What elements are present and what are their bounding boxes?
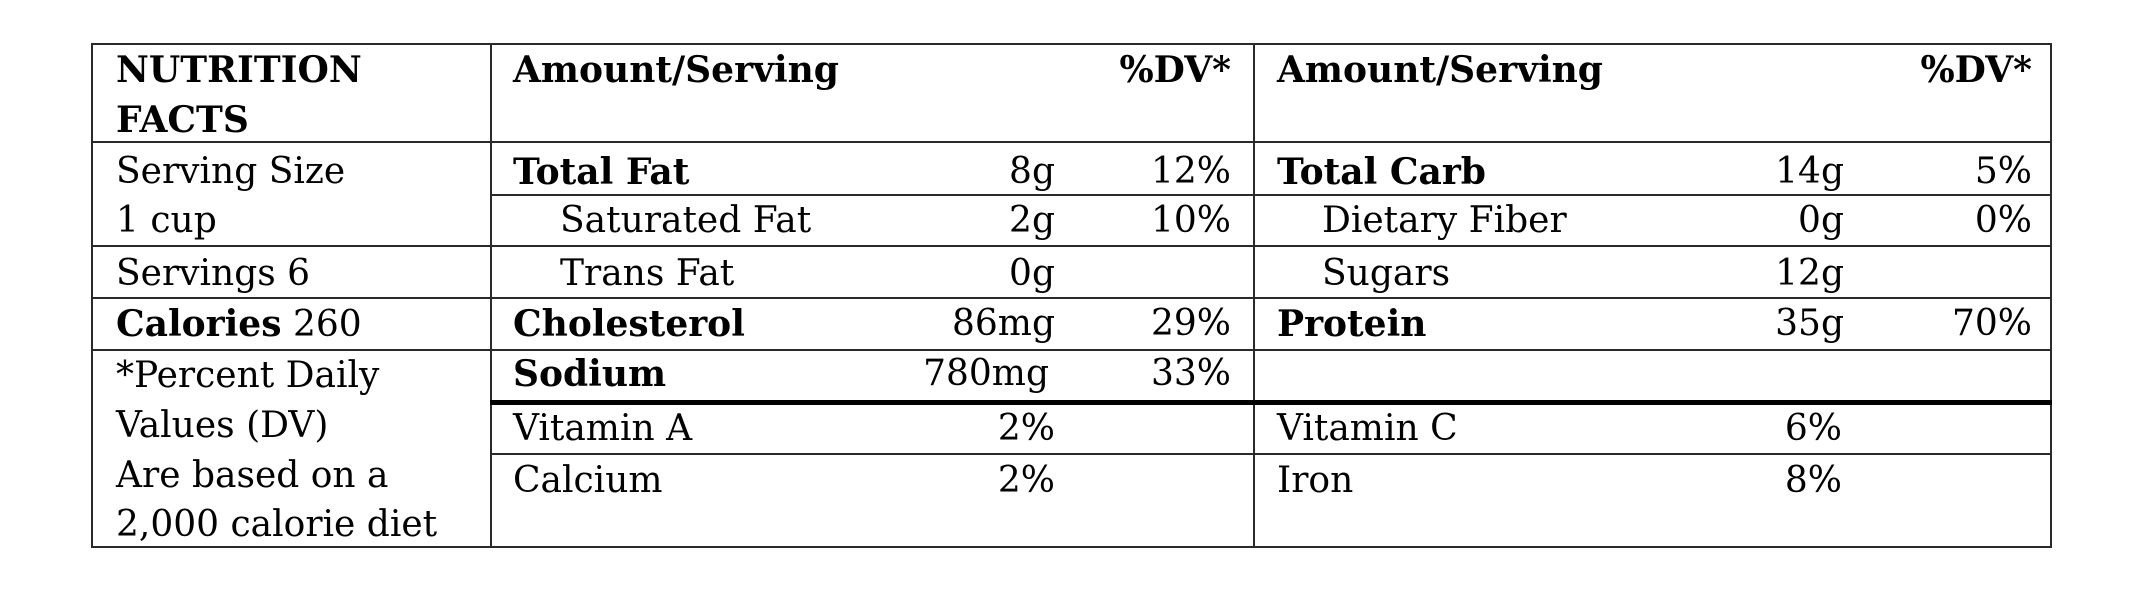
- nutrient-sugars: Sugars: [1322, 253, 1451, 294]
- nutrient-cholesterol: Cholesterol: [513, 303, 745, 345]
- row-divider-left-header: [91, 141, 491, 143]
- dietary-fiber-dv: 0%: [1974, 200, 2032, 241]
- dv-header-2: %DV*: [1920, 49, 2032, 91]
- iron-value: 8%: [1784, 460, 1842, 501]
- row-divider-1: [490, 194, 2052, 196]
- title-line-2: FACTS: [116, 99, 249, 141]
- row-divider-left-servings: [91, 297, 491, 299]
- nutrient-protein: Protein: [1277, 303, 1427, 345]
- footnote-line-4: 2,000 calorie diet: [116, 504, 438, 545]
- nutrient-total-carb: Total Carb: [1277, 151, 1486, 193]
- calories-value: 260: [292, 304, 362, 345]
- nutrition-facts-table: [91, 43, 2052, 548]
- protein-amount: 35g: [1775, 303, 1844, 344]
- vitamin-a-label: Vitamin A: [513, 408, 693, 449]
- total-fat-amount: 8g: [1009, 151, 1055, 192]
- row-divider-2: [490, 245, 2052, 247]
- trans-fat-amount: 0g: [1009, 253, 1055, 294]
- vitamin-c-value: 6%: [1784, 408, 1842, 449]
- cholesterol-dv: 29%: [1150, 303, 1231, 344]
- row-divider-vitamins: [490, 453, 2052, 455]
- total-fat-dv: 12%: [1150, 151, 1231, 192]
- amount-serving-header-1: Amount/Serving: [513, 49, 839, 91]
- nutrient-trans-fat: Trans Fat: [560, 253, 735, 294]
- calories-label: Calories: [116, 303, 282, 345]
- vitamin-separator: [490, 400, 2052, 405]
- footnote-line-3: Are based on a: [116, 455, 389, 496]
- calories: Calories 260: [116, 299, 362, 350]
- serving-size-value: 1 cup: [116, 200, 217, 241]
- nutrient-total-fat: Total Fat: [513, 151, 690, 193]
- column-divider-2: [1253, 43, 1255, 548]
- sodium-dv: 33%: [1150, 353, 1231, 394]
- title-line-1: NUTRITION: [116, 49, 362, 91]
- row-divider-header: [490, 141, 2052, 143]
- row-divider-left-calories: [91, 349, 491, 351]
- serving-size-label: Serving Size: [116, 151, 346, 192]
- row-divider-left-serving-size: [91, 245, 491, 247]
- calcium-value: 2%: [997, 460, 1055, 501]
- iron-label: Iron: [1277, 460, 1354, 501]
- nutrient-saturated-fat: Saturated Fat: [560, 200, 812, 241]
- calcium-label: Calcium: [513, 460, 663, 501]
- dv-header-1: %DV*: [1119, 49, 1231, 91]
- sodium-amount: 780mg: [923, 353, 1049, 394]
- footnote-line-2: Values (DV): [116, 405, 329, 446]
- saturated-fat-dv: 10%: [1150, 200, 1231, 241]
- row-divider-4: [490, 349, 2052, 351]
- nutrient-sodium: Sodium: [513, 353, 667, 395]
- dietary-fiber-amount: 0g: [1798, 200, 1844, 241]
- total-carb-dv: 5%: [1974, 151, 2032, 192]
- saturated-fat-amount: 2g: [1009, 200, 1055, 241]
- protein-dv: 70%: [1951, 303, 2032, 344]
- row-divider-3: [490, 297, 2052, 299]
- amount-serving-header-2: Amount/Serving: [1277, 49, 1603, 91]
- servings: Servings 6: [116, 253, 311, 294]
- vitamin-a-value: 2%: [997, 408, 1055, 449]
- sugars-amount: 12g: [1775, 253, 1844, 294]
- column-divider-1: [490, 43, 492, 548]
- vitamin-c-label: Vitamin C: [1277, 408, 1458, 449]
- footnote-line-1: *Percent Daily: [116, 355, 380, 396]
- total-carb-amount: 14g: [1775, 151, 1844, 192]
- cholesterol-amount: 86mg: [952, 303, 1055, 344]
- nutrient-dietary-fiber: Dietary Fiber: [1322, 200, 1567, 241]
